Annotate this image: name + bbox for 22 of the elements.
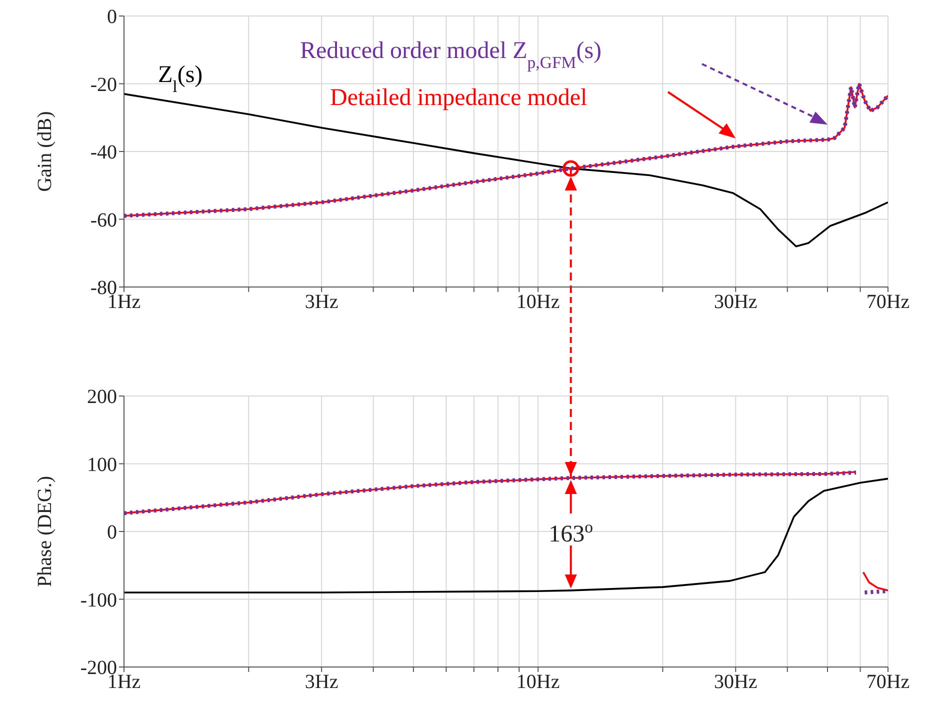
x-tick-label: 10Hz <box>516 291 560 314</box>
x-tick-label: 3Hz <box>304 671 338 694</box>
series-label: Z$_{l}$(s) <box>158 62 203 96</box>
y-tick-label: -60 <box>90 209 117 232</box>
x-tick-label: 3Hz <box>304 291 338 314</box>
y-axis-title: Gain (dB) <box>34 111 56 192</box>
y-axis-title: Phase (DEG.) <box>34 476 56 588</box>
y-tick-label: 200 <box>87 386 117 408</box>
annotation: 163$^{o}$ <box>548 517 594 548</box>
y-tick-label: -100 <box>80 589 117 612</box>
text: Reduced order model Z$_{p,GFM}$(s) <box>300 38 602 72</box>
y-tick-label: 0 <box>107 6 117 28</box>
x-tick-label: 30Hz <box>714 671 758 694</box>
y-tick-label: -20 <box>90 74 117 96</box>
y-tick-label: 100 <box>87 454 117 476</box>
y-tick-label: 0 <box>107 522 117 544</box>
text: Detailed impedance model <box>330 85 588 111</box>
x-tick-label: 10Hz <box>516 671 560 694</box>
y-tick-label: -40 <box>90 142 117 164</box>
x-tick-label: 70Hz <box>866 291 910 314</box>
x-tick-label: 30Hz <box>714 291 758 314</box>
x-tick-label: 70Hz <box>866 671 910 694</box>
